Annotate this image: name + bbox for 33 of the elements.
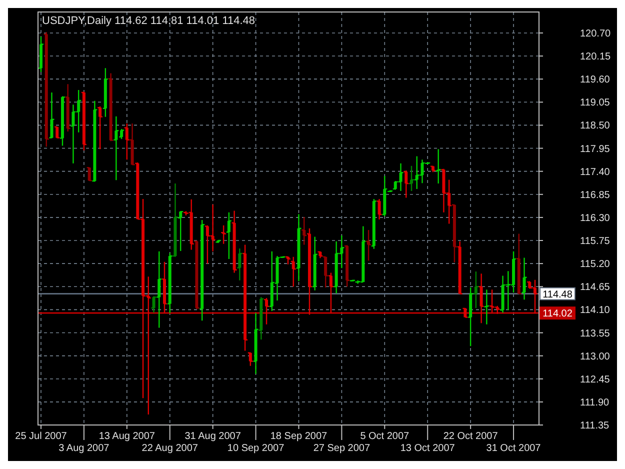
x-tick-label: 31 Oct 2007 [486,443,542,454]
y-tick-label: 120.15 [580,52,612,63]
y-tick-label: 112.45 [580,374,610,386]
y-tick-label: 116.85 [580,190,610,201]
y-tick-label: 120.70 [580,28,612,40]
y-tick-label: 118.50 [580,120,610,132]
x-tick-label: 18 Sep 2007 [270,431,328,442]
chart-title: USDJPY,Daily 114.62 114.81 114.01 114.48 [42,15,256,27]
x-tick-label: 13 Aug 2007 [98,431,156,442]
y-tick-label: 114.10 [580,305,610,316]
y-tick-label: 111.35 [580,420,610,432]
ref-line-label: 114.48 [542,289,573,300]
y-tick-label: 115.75 [580,236,610,248]
y-tick-label: 115.20 [580,259,610,270]
y-tick-label: 114.65 [580,282,610,294]
y-tick-label: 113.55 [580,328,610,340]
x-tick-label: 27 Sep 2007 [313,443,370,454]
y-tick-label: 119.60 [580,74,610,86]
y-tick-label: 119.05 [580,98,610,109]
x-tick-label: 22 Oct 2007 [443,431,498,442]
y-tick-label: 113.00 [580,351,610,362]
y-tick-label: 117.95 [580,144,610,155]
y-tick-label: 111.90 [580,397,610,408]
x-tick-label: 5 Oct 2007 [360,431,410,442]
x-tick-label: 31 Aug 2007 [184,431,242,442]
x-tick-label: 3 Aug 2007 [58,443,110,454]
y-tick-label: 117.40 [580,166,610,178]
x-tick-label: 25 Jul 2007 [15,431,68,442]
y-tick-label: 116.30 [580,212,610,224]
x-tick-label: 22 Aug 2007 [142,443,198,454]
ref-line-label: 114.02 [542,308,573,320]
x-tick-label: 10 Sep 2007 [227,443,285,454]
x-tick-label: 13 Oct 2007 [400,443,456,454]
